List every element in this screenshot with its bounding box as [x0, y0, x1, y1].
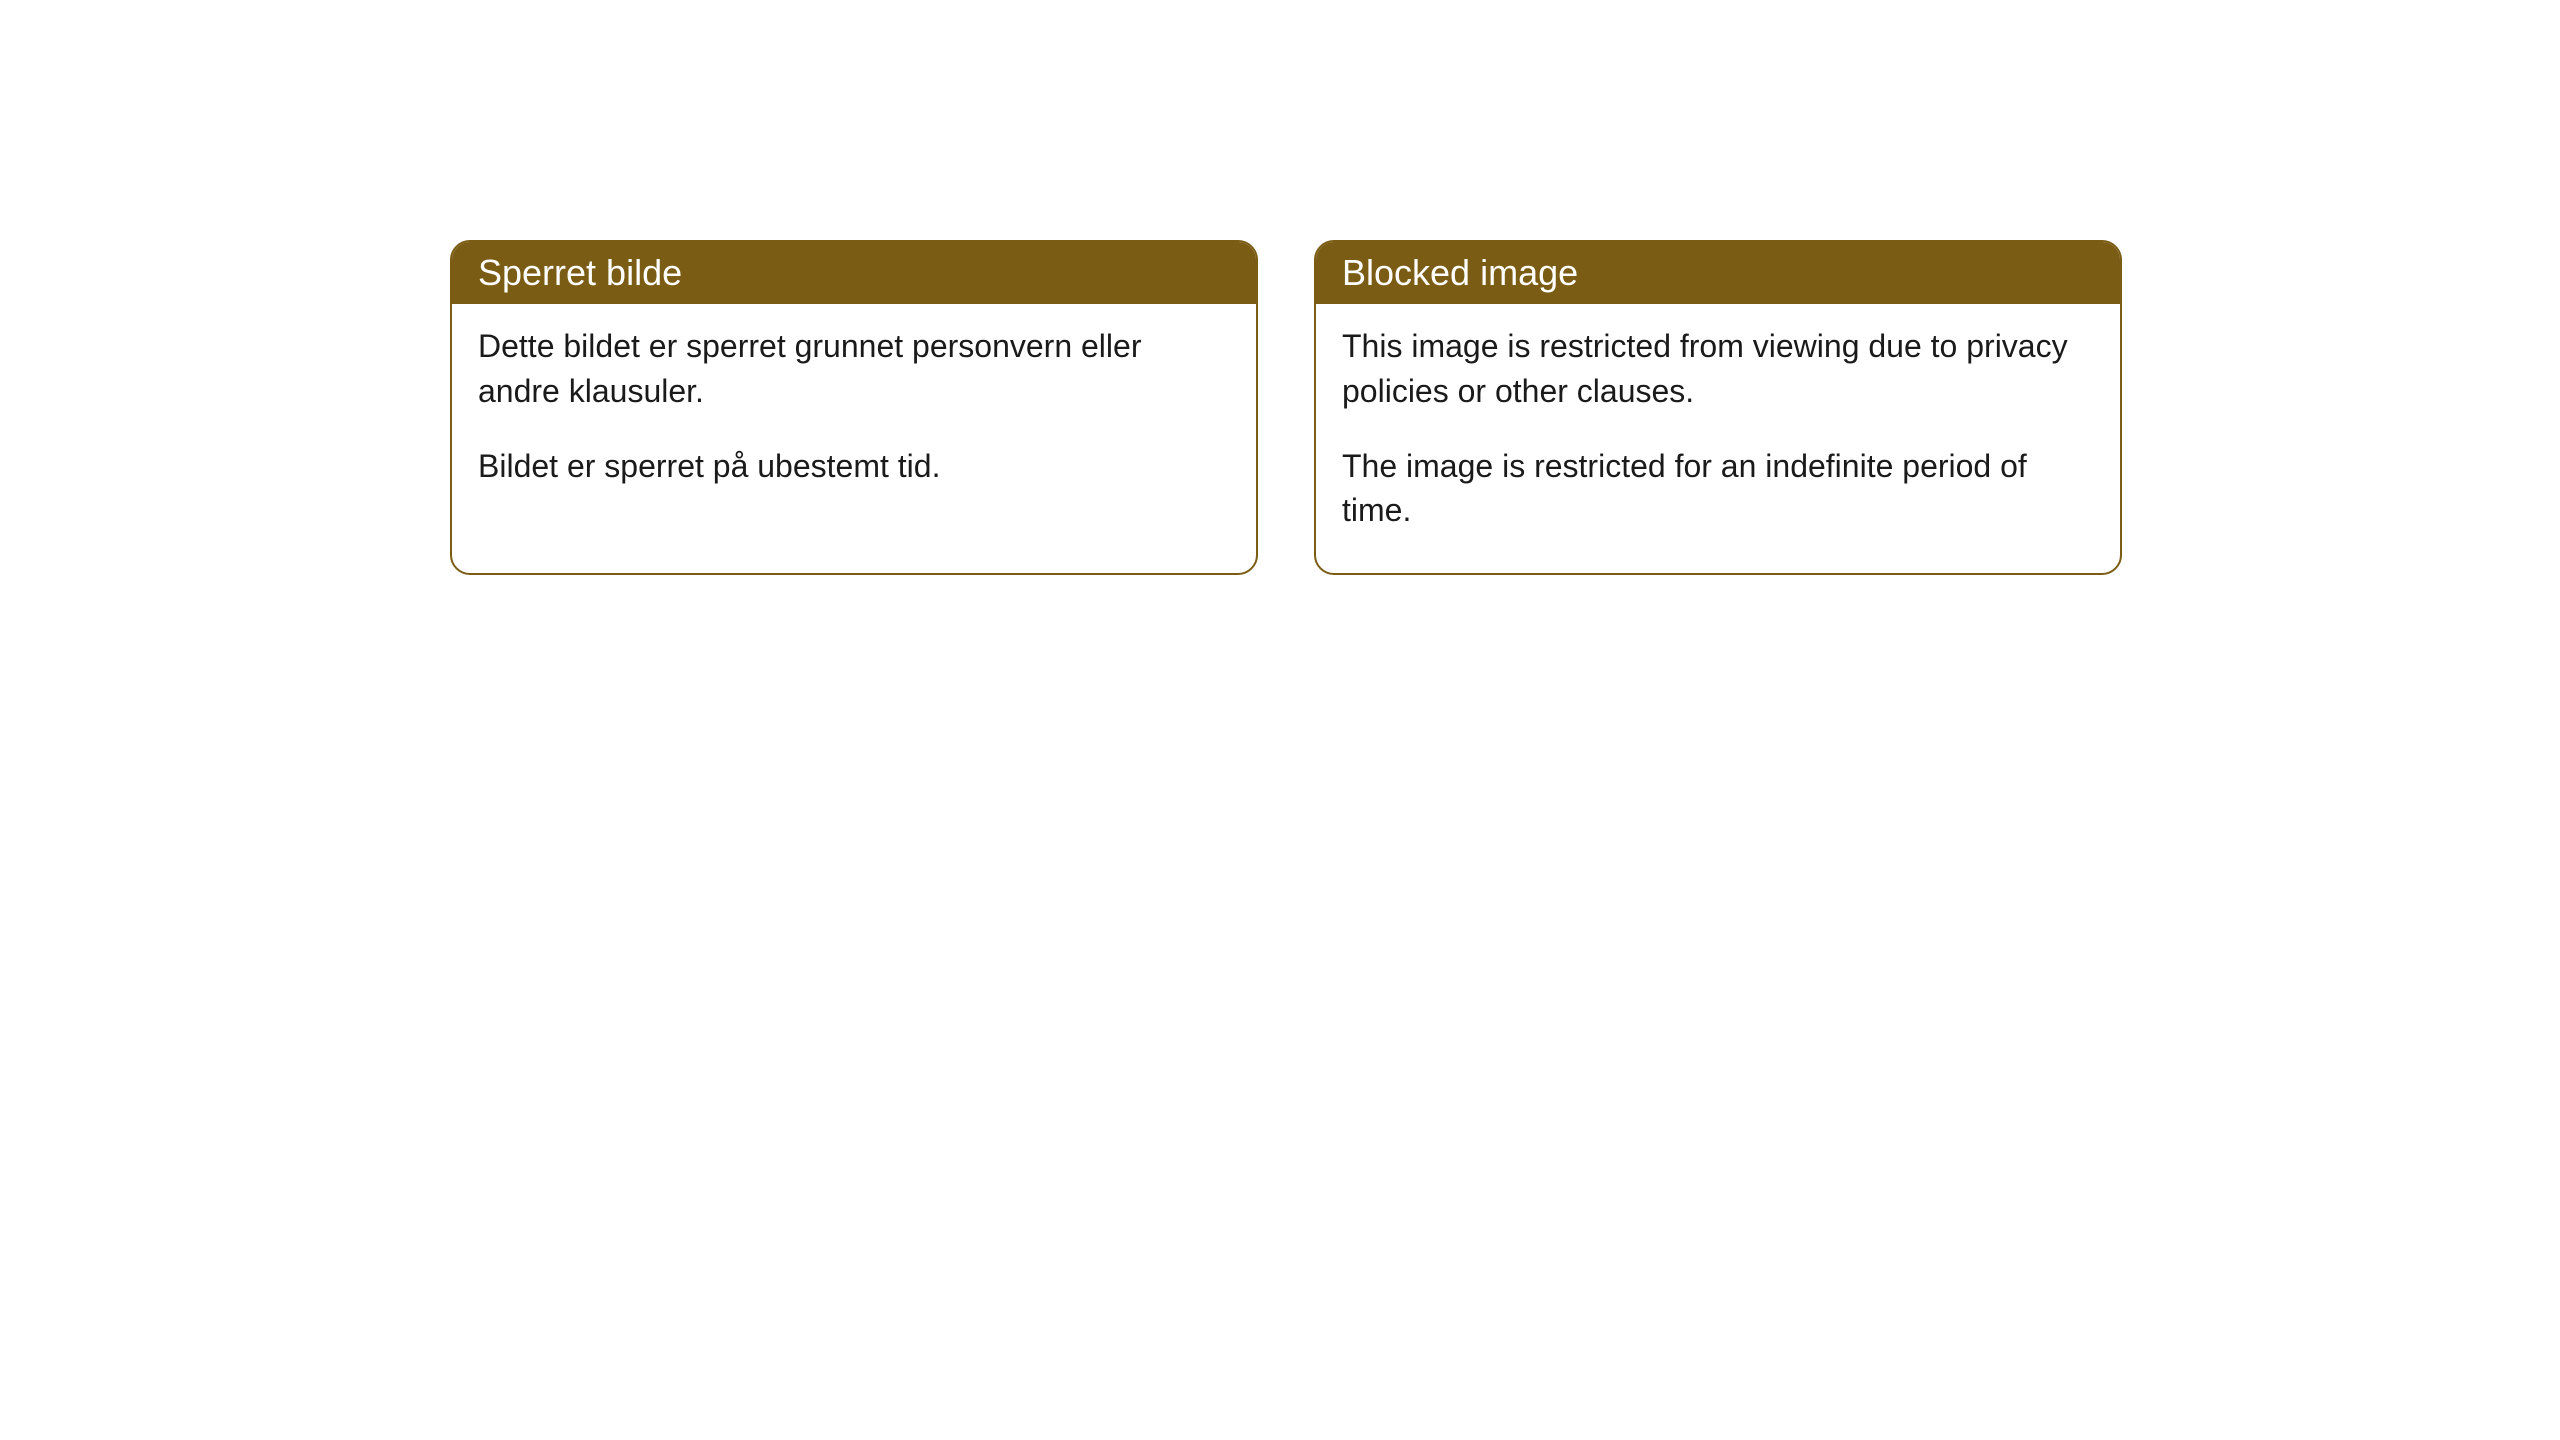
blocked-image-card-english: Blocked image This image is restricted f… — [1314, 240, 2122, 575]
card-body-english: This image is restricted from viewing du… — [1316, 304, 2120, 573]
blocked-image-card-norwegian: Sperret bilde Dette bildet er sperret gr… — [450, 240, 1258, 575]
card-header-norwegian: Sperret bilde — [452, 242, 1256, 304]
card-paragraph: This image is restricted from viewing du… — [1342, 324, 2094, 414]
card-body-norwegian: Dette bildet er sperret grunnet personve… — [452, 304, 1256, 528]
notification-cards-container: Sperret bilde Dette bildet er sperret gr… — [0, 0, 2560, 575]
card-paragraph: The image is restricted for an indefinit… — [1342, 444, 2094, 534]
card-header-english: Blocked image — [1316, 242, 2120, 304]
card-paragraph: Dette bildet er sperret grunnet personve… — [478, 324, 1230, 414]
card-paragraph: Bildet er sperret på ubestemt tid. — [478, 444, 1230, 489]
